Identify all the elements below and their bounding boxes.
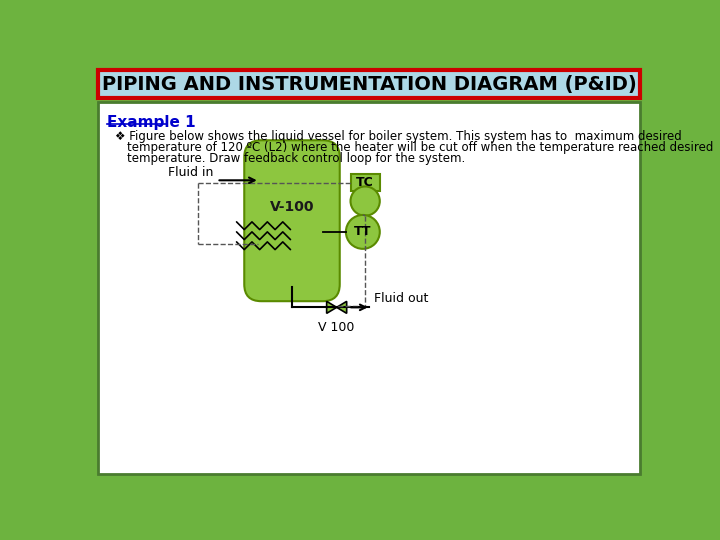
Circle shape — [346, 215, 379, 249]
Text: PIPING AND INSTRUMENTATION DIAGRAM (P&ID): PIPING AND INSTRUMENTATION DIAGRAM (P&ID… — [102, 75, 636, 93]
Text: temperature of 120 ºC (L2) where the heater will be cut off when the temperature: temperature of 120 ºC (L2) where the hea… — [127, 141, 714, 154]
FancyBboxPatch shape — [98, 102, 640, 475]
FancyBboxPatch shape — [351, 174, 379, 191]
Text: V-100: V-100 — [270, 200, 314, 214]
Polygon shape — [337, 301, 346, 313]
Text: temperature. Draw feedback control loop for the system.: temperature. Draw feedback control loop … — [127, 152, 465, 165]
FancyBboxPatch shape — [244, 140, 340, 301]
Text: TT: TT — [354, 225, 372, 238]
Polygon shape — [327, 301, 337, 313]
Text: V 100: V 100 — [318, 321, 355, 334]
Text: Example 1: Example 1 — [107, 115, 196, 130]
Text: Fluid out: Fluid out — [374, 292, 428, 305]
FancyBboxPatch shape — [98, 70, 640, 98]
Circle shape — [351, 186, 379, 215]
Text: ❖ Figure below shows the liquid vessel for boiler system. This system has to  ma: ❖ Figure below shows the liquid vessel f… — [115, 130, 682, 143]
Text: TC: TC — [356, 176, 374, 189]
Text: Fluid in: Fluid in — [168, 166, 213, 179]
